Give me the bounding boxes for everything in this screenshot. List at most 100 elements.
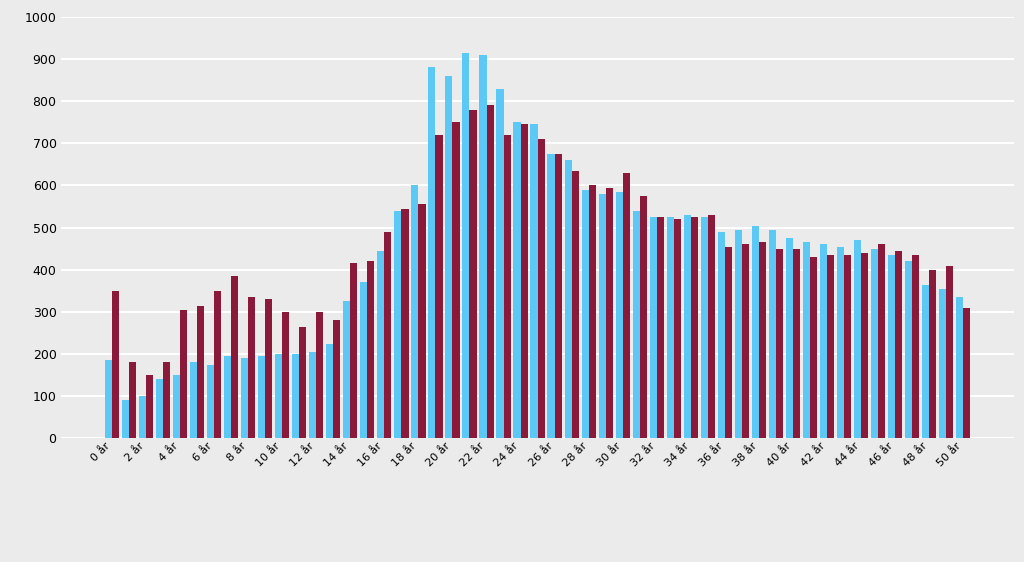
Bar [956,297,964,438]
Bar [479,55,486,438]
Bar [879,244,886,438]
Bar [820,244,827,438]
Bar [207,365,214,438]
Bar [946,266,953,438]
Bar [640,196,647,438]
Bar [275,354,283,438]
Bar [283,312,290,438]
Bar [810,257,817,438]
Bar [248,297,255,438]
Bar [428,67,435,438]
Bar [599,194,606,438]
Bar [530,124,538,438]
Bar [623,173,630,438]
Bar [462,53,469,438]
Bar [827,255,835,438]
Bar [742,244,750,438]
Bar [759,242,766,438]
Bar [837,247,844,438]
Bar [299,327,306,438]
Bar [112,291,119,438]
Bar [785,238,793,438]
Bar [394,211,401,438]
Bar [752,225,759,438]
Bar [343,301,350,438]
Bar [189,362,197,438]
Bar [504,135,511,438]
Bar [939,289,946,438]
Bar [486,106,494,438]
Bar [368,261,375,438]
Bar [445,76,453,438]
Bar [674,219,681,438]
Bar [214,291,221,438]
Bar [776,249,783,438]
Bar [146,375,154,438]
Bar [803,242,810,438]
Bar [571,171,579,438]
Bar [326,343,333,438]
Bar [173,375,180,438]
Bar [667,217,674,438]
Bar [691,217,698,438]
Bar [197,306,204,438]
Bar [725,247,732,438]
Bar [769,230,776,438]
Bar [718,232,725,438]
Bar [129,362,136,438]
Bar [844,255,851,438]
Bar [360,283,368,438]
Bar [513,123,520,438]
Bar [888,255,895,438]
Bar [684,215,691,438]
Bar [538,139,545,438]
Bar [929,270,936,438]
Bar [231,276,239,438]
Bar [548,154,555,438]
Bar [606,188,613,438]
Bar [377,251,384,438]
Bar [589,185,596,438]
Bar [964,308,971,438]
Bar [922,284,929,438]
Bar [316,312,324,438]
Bar [649,217,656,438]
Bar [309,352,316,438]
Bar [854,241,861,438]
Bar [895,251,902,438]
Bar [555,154,562,438]
Bar [419,205,426,438]
Bar [735,230,742,438]
Bar [265,299,272,438]
Bar [163,362,170,438]
Bar [156,379,163,438]
Bar [871,249,879,438]
Bar [633,211,640,438]
Bar [656,217,664,438]
Bar [122,400,129,438]
Bar [615,192,623,438]
Bar [520,124,527,438]
Bar [700,217,708,438]
Bar [241,359,248,438]
Bar [905,261,912,438]
Bar [180,310,187,438]
Bar [435,135,442,438]
Bar [384,232,391,438]
Bar [582,190,589,438]
Bar [292,354,299,438]
Bar [708,215,715,438]
Bar [912,255,920,438]
Bar [861,253,868,438]
Bar [453,123,460,438]
Bar [793,249,800,438]
Bar [333,320,340,438]
Bar [224,356,231,438]
Bar [412,185,419,438]
Bar [104,360,112,438]
Bar [401,209,409,438]
Bar [350,264,357,438]
Bar [139,396,146,438]
Bar [497,89,504,438]
Bar [469,110,476,438]
